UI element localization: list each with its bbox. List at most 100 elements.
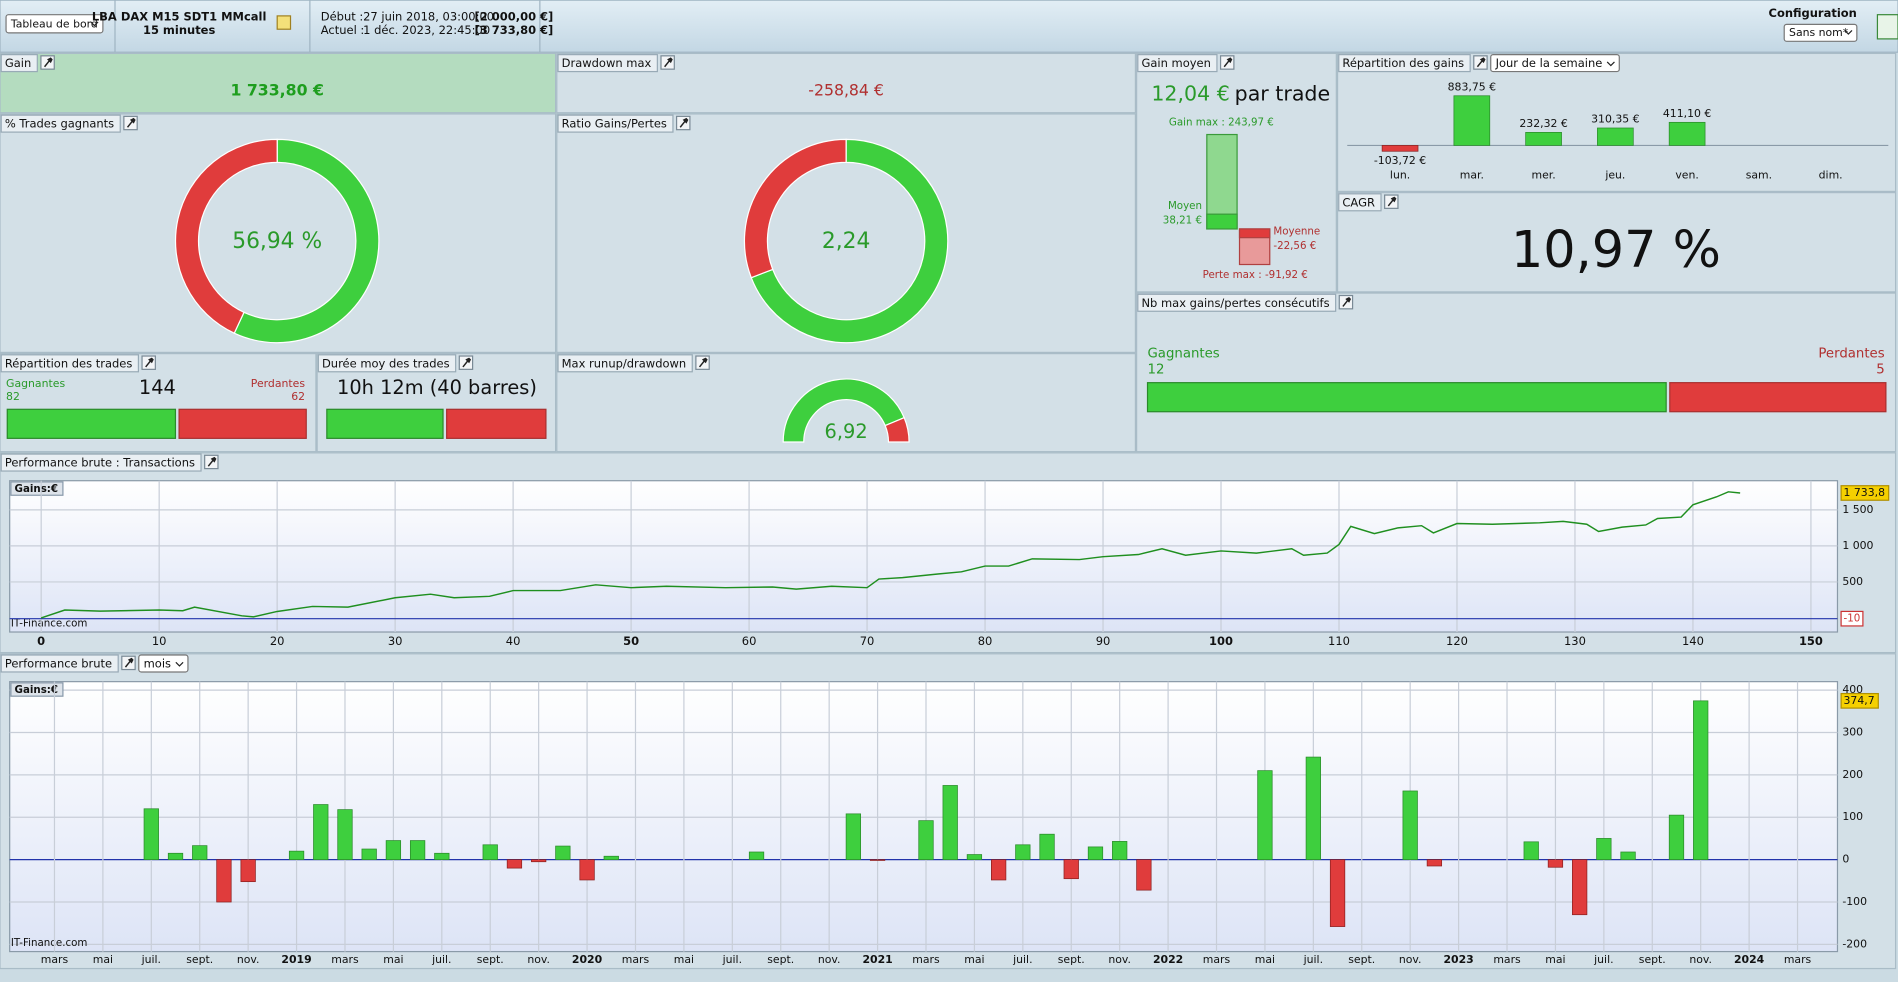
panel	[1336, 192, 1897, 293]
bar	[918, 820, 934, 860]
end-value-box	[1840, 692, 1879, 709]
config-title: Configuration	[1769, 6, 1857, 20]
total-count: 144	[139, 376, 176, 399]
loss-label: Perdantes	[251, 377, 306, 390]
panel-title-box	[1137, 293, 1337, 312]
panel-title-box	[1338, 193, 1382, 212]
view-select[interactable]	[5, 14, 104, 34]
y-tick-label: -200	[1842, 937, 1867, 950]
x-tick-label: juil.	[1012, 953, 1032, 966]
ring-segment-loss	[743, 138, 847, 279]
y-tick-label: 1 000	[1842, 539, 1873, 552]
bar	[1305, 756, 1321, 860]
panel-title-box	[0, 114, 121, 133]
bar	[555, 845, 571, 860]
wrench-icon	[145, 357, 154, 368]
duration-win-bar	[326, 408, 444, 439]
x-tick-label: 2024	[1734, 953, 1765, 966]
panel-select-text: mois	[144, 657, 171, 671]
y-tick-label: 1 500	[1842, 503, 1873, 516]
wrench-icon	[1476, 57, 1486, 68]
view-select-text: Tableau de bord	[10, 17, 98, 30]
panel-title: Durée moy des trades	[322, 356, 450, 370]
x-tick-label: 2023	[1443, 953, 1473, 966]
panel-select[interactable]	[138, 654, 189, 673]
x-tick-label: 0	[37, 634, 45, 648]
chart-label: Gains:€	[15, 684, 59, 696]
wrench-icon	[1342, 297, 1352, 307]
x-tick-label: 110	[1328, 634, 1350, 648]
bar	[240, 859, 256, 883]
bar	[1596, 838, 1612, 860]
avg-loss-label: Moyenne	[1273, 225, 1320, 237]
panel	[1336, 52, 1897, 193]
bar	[869, 859, 886, 861]
bar	[167, 852, 184, 860]
bar	[579, 859, 595, 881]
x-tick-label: mai	[674, 953, 694, 966]
current-capital: [3 733,80 €]	[475, 23, 554, 37]
x-tick-label: mai	[1255, 953, 1275, 966]
x-tick-label: juil.	[1303, 953, 1323, 966]
ring-segment-win	[750, 138, 949, 344]
x-tick-label: lun.	[1390, 169, 1410, 182]
x-tick-label: juil.	[1593, 953, 1613, 966]
x-tick-label: 90	[1096, 634, 1111, 648]
panel	[0, 52, 557, 114]
chevron	[1844, 29, 1853, 35]
x-tick-label: sam.	[1746, 169, 1772, 182]
x-tick-label: mai	[383, 953, 403, 966]
x-tick-label: 2022	[1153, 953, 1183, 966]
chevron	[175, 661, 184, 667]
bar	[1257, 770, 1273, 860]
x-tick-label: nov.	[527, 953, 550, 966]
bar	[288, 850, 305, 860]
bar	[1547, 859, 1564, 868]
wrench-icon	[1223, 57, 1233, 68]
win-count: 82	[6, 390, 20, 403]
ring-segment-loss	[884, 416, 910, 443]
bar	[1693, 700, 1709, 860]
win-bar	[1146, 382, 1667, 413]
bar	[1039, 833, 1055, 860]
avg-loss-bar	[1238, 228, 1271, 239]
win-rate-label: 56,94 %	[232, 229, 322, 254]
value-label: 883,75 €	[1448, 80, 1497, 93]
bar	[845, 813, 861, 860]
bar	[1426, 859, 1443, 867]
baseline-label: -10	[1844, 613, 1861, 625]
loss-count: 62	[291, 390, 305, 403]
max-loss-label: Perte max : -91,92 €	[1203, 269, 1308, 281]
config-select[interactable]	[1783, 23, 1858, 42]
avg-gain-value: 12,04 €	[1151, 82, 1230, 106]
x-tick-label: mars	[41, 953, 69, 966]
x-tick-label: 30	[388, 634, 403, 648]
chevron	[1606, 61, 1615, 67]
panel	[1136, 292, 1897, 453]
panel-select[interactable]	[1490, 54, 1620, 73]
edit-button[interactable]	[276, 15, 292, 30]
y-tick-label: 400	[1842, 683, 1863, 696]
wrench-icon	[462, 357, 472, 368]
cagr-value: 10,97 %	[1511, 220, 1721, 279]
x-tick-label: juil.	[722, 953, 742, 966]
ring-segment-win	[782, 378, 905, 443]
drawdown-value: -258,84 €	[808, 80, 884, 99]
y-tick-label: 200	[1842, 768, 1863, 781]
x-tick-label: nov.	[818, 953, 841, 966]
x-tick-label: nov.	[1399, 953, 1422, 966]
x-tick-label: juil.	[431, 953, 451, 966]
bar	[966, 854, 983, 860]
panel-title: Performance brute	[5, 657, 112, 671]
gain-value: 1 733,80 €	[230, 80, 323, 99]
streak-win: 12	[1148, 362, 1165, 377]
bar	[603, 855, 619, 860]
app-icon[interactable]	[1876, 14, 1898, 40]
x-tick-label: mer.	[1531, 169, 1555, 182]
x-tick-label: mars	[1784, 953, 1812, 966]
avg-win-value: 38,21 €	[1163, 214, 1202, 226]
streak-win-label: Gagnantes	[1148, 347, 1220, 362]
bar	[1015, 844, 1031, 860]
chart-label-box	[10, 682, 64, 697]
